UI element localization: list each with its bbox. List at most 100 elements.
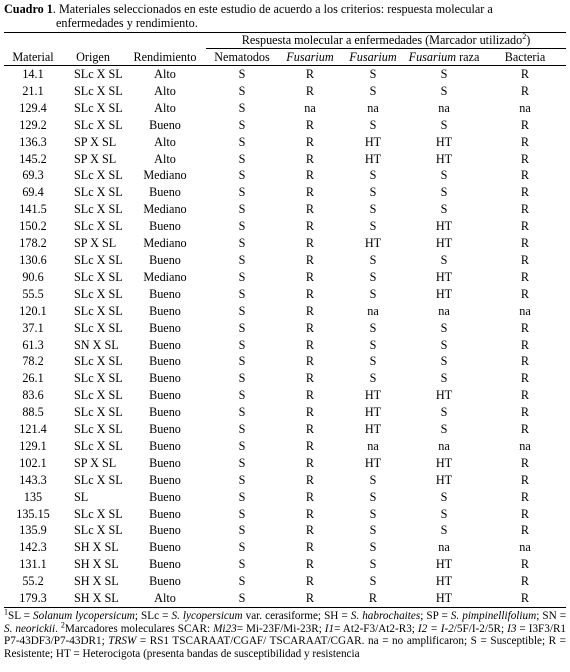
cell-material: 143.3: [19, 472, 47, 487]
cell-fusarium-raza: S: [440, 371, 448, 386]
cell-fusarium-raza: HT: [435, 286, 453, 301]
cell-material: 136.3: [19, 134, 47, 149]
cell-fusarium-2: HT: [364, 405, 382, 420]
cell-origen: SP X SL: [74, 134, 117, 149]
cell-fusarium-raza: HT: [435, 151, 453, 166]
cell-rendimiento: Bueno: [149, 422, 181, 437]
cell-origen: SLc X SL: [74, 472, 123, 487]
cell-material: 102.1: [19, 455, 47, 470]
cell-nematodos: S: [238, 489, 246, 504]
footnote-italic: I3: [507, 622, 517, 635]
cell-fusarium-raza: S: [440, 185, 448, 200]
cell-bacteria: R: [520, 219, 530, 234]
cell-material: 141.5: [19, 202, 47, 217]
cell-fusarium-1: R: [305, 286, 315, 301]
cell-nematodos: S: [238, 472, 246, 487]
cell-fusarium-1: R: [305, 236, 315, 251]
cell-rendimiento: Bueno: [149, 438, 181, 453]
cell-fusarium-raza: S: [440, 168, 448, 183]
cell-material: 88.5: [22, 405, 44, 420]
cell-nematodos: S: [238, 269, 246, 284]
header-material: Material: [4, 48, 62, 66]
cell-material: 55.5: [22, 286, 44, 301]
table-row: 131.1 SH X SL Bueno S R S HT R: [4, 556, 566, 573]
cell-nematodos: S: [238, 574, 246, 589]
cell-fusarium-2: S: [369, 185, 377, 200]
cell-nematodos: S: [238, 252, 246, 267]
cell-fusarium-2: S: [369, 320, 377, 335]
cell-fusarium-2: S: [369, 337, 377, 352]
cell-fusarium-raza: HT: [435, 269, 453, 284]
cell-fusarium-raza: S: [440, 506, 448, 521]
cell-nematodos: S: [238, 202, 246, 217]
cell-nematodos: S: [238, 134, 246, 149]
cell-fusarium-2: S: [369, 117, 377, 132]
cell-bacteria: R: [520, 337, 530, 352]
cell-bacteria: na: [519, 438, 531, 453]
cell-origen: SLc X SL: [74, 405, 123, 420]
cell-fusarium-1: R: [305, 438, 315, 453]
cell-bacteria: R: [520, 574, 530, 589]
cell-fusarium-2: S: [369, 523, 377, 538]
cell-fusarium-raza: HT: [435, 574, 453, 589]
cell-fusarium-2: HT: [364, 388, 382, 403]
table-row: 55.2 SH X SL Bueno S R S HT R: [4, 573, 566, 590]
cell-nematodos: S: [238, 67, 246, 81]
cell-material: 135: [23, 489, 43, 504]
cell-fusarium-2: S: [369, 269, 377, 284]
cell-fusarium-raza: S: [440, 117, 448, 132]
cell-origen: SH X SL: [74, 574, 119, 589]
cell-fusarium-raza: HT: [435, 472, 453, 487]
cell-fusarium-2: S: [369, 202, 377, 217]
cell-rendimiento: Alto: [154, 83, 176, 98]
cell-bacteria: R: [520, 506, 530, 521]
footnote-text: /5F/I-2/5R;: [453, 622, 508, 635]
cell-rendimiento: Mediano: [143, 236, 187, 251]
footnote-sup-1: 1: [4, 607, 8, 617]
header-fusarium-1: Fusarium: [278, 48, 342, 66]
cell-rendimiento: Bueno: [149, 252, 181, 267]
cell-origen: SLc X SL: [74, 168, 123, 183]
header-row-group: Respuesta molecular a enfermedades (Marc…: [4, 32, 566, 49]
footnote-text: ; SN =: [536, 610, 567, 622]
cell-fusarium-1: R: [305, 117, 315, 132]
cell-rendimiento: Bueno: [149, 540, 181, 555]
footnote-text: = Mi-23F/Mi-23R;: [236, 622, 325, 635]
cell-bacteria: R: [520, 202, 530, 217]
cell-rendimiento: Bueno: [149, 405, 181, 420]
table-row: 14.1 SLc X SL Alto S R S S R: [4, 66, 566, 83]
cell-material: 150.2: [19, 219, 47, 234]
cell-bacteria: R: [520, 83, 530, 98]
cell-nematodos: S: [238, 236, 246, 251]
cell-origen: SLc X SL: [74, 286, 123, 301]
table-row: 88.5 SLc X SL Bueno S R HT S R: [4, 404, 566, 421]
cell-origen: SP X SL: [74, 455, 117, 470]
cell-fusarium-2: S: [369, 354, 377, 369]
cell-origen: SL: [74, 489, 89, 504]
cell-nematodos: S: [238, 523, 246, 538]
table-row: 21.1 SLc X SL Alto S R S S R: [4, 83, 566, 100]
cell-material: 37.1: [22, 320, 44, 335]
cell-fusarium-1: R: [305, 523, 315, 538]
header-fusarium-raza-text: raza: [456, 50, 480, 64]
table-row: 78.2 SLc X SL Bueno S R S S R: [4, 353, 566, 370]
cell-rendimiento: Bueno: [149, 455, 181, 470]
header-fusarium-2: Fusarium: [342, 48, 404, 66]
cell-origen: SLc X SL: [74, 388, 123, 403]
cell-fusarium-1: R: [305, 185, 315, 200]
cell-nematodos: S: [238, 455, 246, 470]
cell-rendimiento: Bueno: [149, 117, 181, 132]
cell-material: 55.2: [22, 574, 44, 589]
footnote-italic: TRSW: [108, 635, 137, 647]
cell-fusarium-raza: na: [438, 540, 450, 555]
cell-bacteria: R: [484, 590, 566, 609]
footnote-text: = At2-F3/At2-R3;: [334, 622, 418, 635]
cell-fusarium-2: S: [369, 489, 377, 504]
cell-fusarium-2: HT: [364, 236, 382, 251]
cell-bacteria: R: [520, 455, 530, 470]
cell-material: 83.6: [22, 388, 44, 403]
cell-bacteria: R: [520, 236, 530, 251]
cell-rendimiento: Bueno: [149, 472, 181, 487]
cell-fusarium-2: na: [367, 100, 379, 115]
